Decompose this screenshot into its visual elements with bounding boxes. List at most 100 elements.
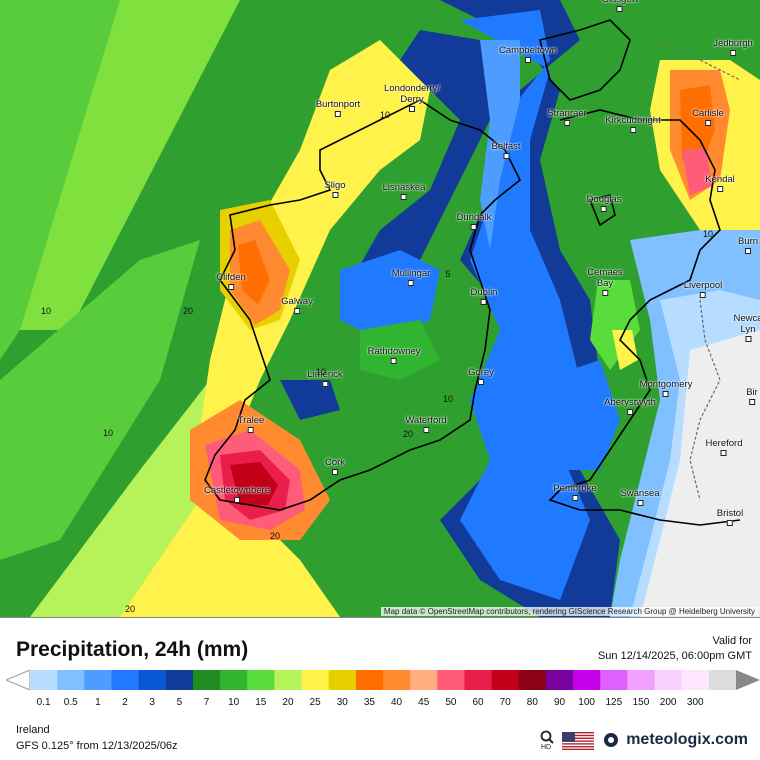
city-label: Burn <box>738 236 758 254</box>
contour-label: 10 <box>702 229 714 239</box>
precipitation-map[interactable]: Glasgow Jedburgh Campbeltown Londonderry/ D… <box>0 0 760 618</box>
color-scale-bar <box>6 670 760 690</box>
valid-time: Sun 12/14/2025, 06:00pm GMT <box>597 650 752 662</box>
scale-tick-label: 10 <box>228 697 240 708</box>
scale-tick-label: 70 <box>499 697 511 708</box>
city-label: Dundalk <box>457 212 492 230</box>
contour-label: 10 <box>379 110 391 120</box>
scale-tick-label: 80 <box>526 697 538 708</box>
scale-tick-label: 125 <box>605 697 623 708</box>
city-label: Limerick <box>307 369 342 387</box>
scale-tick-label: 20 <box>282 697 294 708</box>
contour-label: 20 <box>402 429 414 439</box>
meteologix-logo-icon <box>604 733 618 747</box>
color-bar-segment <box>410 670 438 690</box>
city-label: Douglas <box>587 194 622 212</box>
city-label: Belfast <box>491 141 520 159</box>
scale-tick-label: 15 <box>255 697 267 708</box>
precipitation-field <box>0 0 760 617</box>
color-bar-segment <box>600 670 628 690</box>
city-label: Kirkcudbright <box>605 115 660 133</box>
city-label: Liverpool <box>684 280 723 298</box>
city-label: Campbeltown <box>499 45 557 63</box>
color-bar-segment <box>328 670 357 690</box>
legend-title: Precipitation, 24h (mm) <box>16 638 249 661</box>
brand-name[interactable]: meteologix.com <box>626 731 748 748</box>
city-label: Sligo <box>324 180 345 198</box>
color-bar-segment <box>681 670 710 690</box>
scale-tick-label: 150 <box>632 697 650 708</box>
scale-tick-label: 7 <box>203 697 210 708</box>
color-bar-segment <box>491 670 520 690</box>
scale-tick-label: 200 <box>659 697 677 708</box>
search-icon[interactable] <box>540 730 554 746</box>
contour-label: 10 <box>40 306 52 316</box>
city-label: Londonderry/ Derry <box>384 83 440 112</box>
scale-tick-label: 5 <box>176 697 183 708</box>
city-label: Rathdowney <box>368 346 421 364</box>
color-bar-segment <box>464 670 493 690</box>
scale-tick-label: 0.1 <box>36 697 51 708</box>
color-bar-segment <box>654 670 683 690</box>
us-flag-icon[interactable] <box>562 732 594 750</box>
city-label: Castletownbere <box>204 485 270 503</box>
scale-tick-label: 3 <box>149 697 155 708</box>
city-label: Jedburgh <box>713 38 753 56</box>
color-bar-segment <box>111 670 140 690</box>
contour-label: 20 <box>124 604 136 614</box>
contour-label: 10 <box>315 367 327 377</box>
model-run-label: GFS 0.125° from 12/13/2025/06z <box>16 740 178 752</box>
city-label: Montgomery <box>640 379 693 397</box>
contour-label: 20 <box>269 531 281 541</box>
city-label: Mullingar <box>392 268 431 286</box>
contour-label: 10 <box>442 394 454 404</box>
color-bar-segment <box>192 670 221 690</box>
city-label: Waterford <box>405 415 446 433</box>
color-bar-segment <box>545 670 574 690</box>
region-label: Ireland <box>16 724 50 736</box>
map-attribution: Map data © OpenStreetMap contributors, r… <box>380 607 758 616</box>
city-label: Gorey <box>468 367 494 385</box>
city-label: Burtonport <box>316 99 360 117</box>
city-label: Glasgow <box>602 0 639 12</box>
city-label: Pembroke <box>553 483 596 501</box>
color-bar-segment <box>84 670 112 690</box>
valid-for-label: Valid for <box>712 635 752 647</box>
color-bar-min-arrow <box>6 670 31 690</box>
scale-tick-label: 30 <box>336 697 348 708</box>
color-bar-segment <box>57 670 85 690</box>
scale-tick-label: 300 <box>686 697 704 708</box>
scale-tick-label: 100 <box>578 697 595 708</box>
scale-tick-label: 45 <box>418 697 430 708</box>
color-bar-segment <box>138 670 167 690</box>
city-label: Bir <box>746 387 758 405</box>
scale-tick-label: 1 <box>95 697 101 708</box>
color-bar-segment <box>247 670 275 690</box>
scale-tick-label: 50 <box>445 697 457 708</box>
color-bar-segment <box>518 670 547 690</box>
contour-label: 10 <box>102 428 114 438</box>
city-label: Galway <box>281 296 313 314</box>
city-label: Carlisle <box>692 108 724 126</box>
scale-tick-label: 25 <box>309 697 321 708</box>
hd-label: HD <box>541 744 552 751</box>
city-label: Stranraer <box>547 108 587 126</box>
color-bar-segment <box>708 670 737 690</box>
color-bar-max-arrow <box>736 670 760 690</box>
color-bar-segment <box>274 670 303 690</box>
color-bar-segment <box>355 670 384 690</box>
scale-tick-label: 35 <box>363 697 375 708</box>
city-label: Lisnaskea <box>383 182 426 200</box>
city-label: Aberystwyth <box>604 397 656 415</box>
city-label: Bristol <box>717 508 743 526</box>
color-bar-segment <box>220 670 248 690</box>
city-label: Kendal <box>705 174 735 192</box>
color-bar-segment <box>30 670 58 690</box>
city-label: Tralee <box>238 415 265 433</box>
scale-tick-label: 40 <box>391 697 403 708</box>
contour-label: 20 <box>182 306 194 316</box>
city-label: Swansea <box>620 488 659 506</box>
color-bar-segment <box>573 670 601 690</box>
color-bar-segment <box>165 670 194 690</box>
scale-tick-label: 60 <box>472 697 484 708</box>
